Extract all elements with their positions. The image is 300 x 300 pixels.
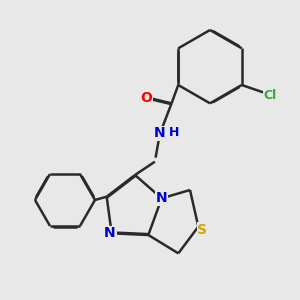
Text: S: S (197, 223, 207, 237)
Text: N: N (156, 191, 167, 205)
Text: N: N (154, 126, 166, 140)
Text: N: N (104, 226, 116, 240)
Text: Cl: Cl (263, 88, 277, 101)
Text: O: O (141, 91, 152, 105)
Text: H: H (169, 126, 179, 139)
